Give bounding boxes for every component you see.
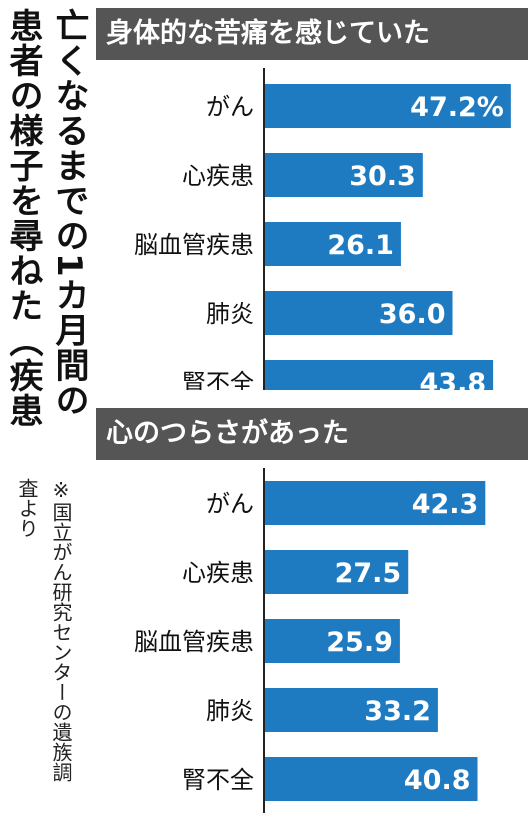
category-label: 肺炎 (206, 300, 254, 328)
value-label: 25.9 (326, 627, 393, 658)
bar (265, 481, 486, 525)
category-label: 脳血管疾患 (134, 628, 254, 656)
bar (265, 688, 438, 732)
bar (265, 619, 400, 663)
category-label: 脳血管疾患 (134, 231, 254, 259)
value-label: 36.0 (379, 299, 446, 330)
value-label: 26.1 (327, 230, 394, 261)
source-note: ※国立がん研究センターの遺族調査より (15, 478, 73, 782)
category-label: 腎不全 (182, 766, 254, 794)
category-label: 腎不全 (182, 369, 254, 390)
value-label: 30.3 (349, 161, 416, 192)
bar-chart-emotional-distress: がん 42.3 心疾患 27.5 脳血管疾患 25.9 肺炎 33.2 腎不全 40.8 (134, 468, 486, 813)
bar (265, 222, 401, 266)
value-label: 40.8 (404, 765, 471, 796)
bar (265, 550, 409, 594)
bar (265, 84, 511, 128)
category-label: 心疾患 (182, 162, 254, 190)
category-label: 心疾患 (182, 559, 254, 587)
value-label: 43.8 (420, 368, 487, 390)
panel-physical-pain: 身体的な苦痛を感じていた がん 47.2% 心疾患 30.3 脳血管疾患 26.1 肺炎 36… (96, 8, 528, 390)
bar (265, 360, 494, 390)
value-label: 33.2 (364, 696, 431, 727)
bar (265, 757, 478, 801)
panel-emotional-distress: 心のつらさがあった がん 42.3 心疾患 27.5 脳血管疾患 25.9 肺炎 33.2 腎不… (96, 408, 528, 813)
value-label: 27.5 (335, 558, 402, 589)
bar (265, 291, 453, 335)
value-label: 47.2% (410, 92, 504, 123)
category-label: がん (206, 93, 254, 121)
chart-title: 亡くなるまでの1カ月間の患者の様子を尋ねた（疾患別） (3, 8, 89, 428)
bar (265, 153, 423, 197)
panel-title: 心のつらさがあった (96, 408, 528, 460)
bar-chart-physical-pain: がん 47.2% 心疾患 30.3 脳血管疾患 26.1 肺炎 36.0 腎不全 43.8 (134, 68, 511, 390)
value-label: 42.3 (412, 489, 479, 520)
panel-title: 身体的な苦痛を感じていた (96, 8, 528, 60)
category-label: がん (206, 490, 254, 518)
category-label: 肺炎 (206, 697, 254, 725)
